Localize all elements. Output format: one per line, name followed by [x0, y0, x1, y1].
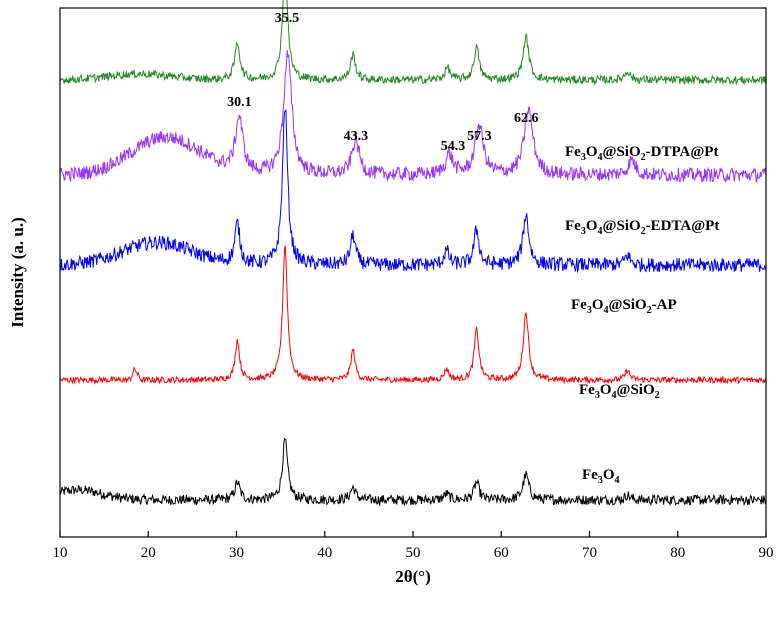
series-line-fe3o4-sio2-ap: [59, 109, 767, 274]
series-line-fe3o4-sio2-edta-pt: [59, 49, 767, 184]
traces-group: [59, 0, 767, 507]
peak-label: 30.1: [227, 95, 252, 110]
x-axis-ticks: 10 20 30 40 50 60 70 80 90: [53, 531, 774, 561]
peak-label: 57.3: [467, 129, 492, 144]
x-tick-label: 50: [406, 545, 421, 561]
peak-labels-group: 30.1 35.5 43.3 54.357.3 62.6: [227, 11, 538, 154]
x-axis-title: 2θ(°): [395, 567, 431, 586]
x-tick-label: 20: [141, 545, 156, 561]
x-tick-label: 60: [494, 545, 509, 561]
plot-frame: [59, 7, 767, 538]
series-line-fe3o4: [59, 437, 767, 507]
x-tick-label: 30: [229, 545, 244, 561]
series-line-fe3o4-sio2: [59, 245, 767, 385]
series-label: Fe3O4@SiO2-DTPA@Pt: [565, 144, 718, 163]
x-tick-label: 40: [317, 545, 332, 561]
x-tick-label: 70: [582, 545, 597, 561]
x-tick-label: 90: [759, 545, 774, 561]
peak-label: 54.3: [441, 139, 466, 154]
x-tick-label: 10: [53, 545, 68, 561]
series-label: Fe3O4@SiO2: [579, 382, 660, 401]
series-line-fe3o4-sio2-dtpa-pt: [59, 0, 767, 86]
series-label: Fe3O4@SiO2-EDTA@Pt: [565, 218, 719, 237]
x-tick-label: 80: [670, 545, 685, 561]
series-label: Fe3O4: [582, 467, 620, 486]
series-labels-group: Fe3O4 Fe3O4@SiO2 Fe3O4@SiO2-AP Fe3O4@SiO2-E…: [565, 144, 719, 486]
peak-label: 35.5: [275, 11, 300, 26]
series-label: Fe3O4@SiO2-AP: [571, 297, 677, 316]
peak-label: 62.6: [514, 111, 539, 126]
y-axis-title: Intensity (a. u.): [8, 217, 27, 328]
peak-label: 43.3: [344, 129, 369, 144]
